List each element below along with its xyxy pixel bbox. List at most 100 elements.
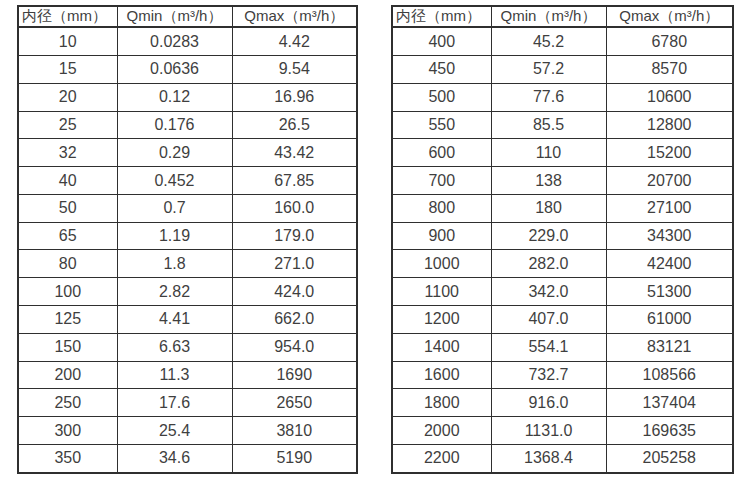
column-header: Qmin（m³/h）	[491, 6, 606, 27]
table-cell: 0.7	[117, 194, 232, 222]
table-cell: 125	[18, 306, 117, 334]
table-cell: 179.0	[232, 222, 357, 250]
table-cell: 16.96	[232, 83, 357, 111]
table-cell: 43.42	[232, 139, 357, 167]
table-row: 55085.512800	[392, 111, 733, 139]
table-cell: 916.0	[491, 389, 606, 417]
table-row: 60011015200	[392, 139, 733, 167]
table-cell: 0.12	[117, 83, 232, 111]
flow-rate-spec-page: 内径（mm）Qmin（m³/h）Qmax（m³/h）100.02834.4215…	[0, 0, 750, 483]
table-cell: 110	[491, 139, 606, 167]
table-row: 801.8271.0	[18, 250, 357, 278]
table-cell: 424.0	[232, 278, 357, 306]
table-cell: 77.6	[491, 83, 606, 111]
table-cell: 229.0	[491, 222, 606, 250]
table-cell: 300	[18, 417, 117, 445]
table-cell: 0.0636	[117, 56, 232, 84]
flow-spec-table-left: 内径（mm）Qmin（m³/h）Qmax（m³/h）100.02834.4215…	[17, 5, 358, 474]
table-cell: 10	[18, 27, 117, 56]
table-row: 400.45267.85	[18, 167, 357, 195]
table-cell: 51300	[606, 278, 733, 306]
table-cell: 450	[392, 56, 491, 84]
table-cell: 27100	[606, 194, 733, 222]
table-row: 50077.610600	[392, 83, 733, 111]
table-cell: 500	[392, 83, 491, 111]
table-cell: 954.0	[232, 333, 357, 361]
table-cell: 3810	[232, 417, 357, 445]
table-row: 1506.63954.0	[18, 333, 357, 361]
table-row: 1100342.051300	[392, 278, 733, 306]
table-cell: 1600	[392, 361, 491, 389]
table-row: 1200407.061000	[392, 306, 733, 334]
table-cell: 350	[18, 444, 117, 473]
table-row: 250.17626.5	[18, 111, 357, 139]
table-cell: 34.6	[117, 444, 232, 473]
table-row: 1002.82424.0	[18, 278, 357, 306]
table-cell: 5190	[232, 444, 357, 473]
column-header: 内径（mm）	[18, 6, 117, 27]
table-cell: 34300	[606, 222, 733, 250]
header-row: 内径（mm）Qmin（m³/h）Qmax（m³/h）	[392, 6, 733, 27]
table-cell: 108566	[606, 361, 733, 389]
table-row: 1600732.7108566	[392, 361, 733, 389]
table-cell: 342.0	[491, 278, 606, 306]
table-cell: 15200	[606, 139, 733, 167]
table-cell: 85.5	[491, 111, 606, 139]
table-cell: 1800	[392, 389, 491, 417]
table-cell: 50	[18, 194, 117, 222]
table-cell: 100	[18, 278, 117, 306]
flow-spec-table-right: 内径（mm）Qmin（m³/h）Qmax（m³/h）40045.26780450…	[391, 5, 734, 474]
table-row: 35034.65190	[18, 444, 357, 473]
table-row: 22001368.4205258	[392, 444, 733, 473]
table-row: 320.2943.42	[18, 139, 357, 167]
table-cell: 271.0	[232, 250, 357, 278]
table-cell: 550	[392, 111, 491, 139]
table-cell: 12800	[606, 111, 733, 139]
table-cell: 732.7	[491, 361, 606, 389]
table-cell: 15	[18, 56, 117, 84]
header-row: 内径（mm）Qmin（m³/h）Qmax（m³/h）	[18, 6, 357, 27]
table-cell: 25.4	[117, 417, 232, 445]
column-header: Qmax（m³/h）	[232, 6, 357, 27]
table-cell: 205258	[606, 444, 733, 473]
table-cell: 4.42	[232, 27, 357, 56]
table-cell: 169635	[606, 417, 733, 445]
table-cell: 662.0	[232, 306, 357, 334]
table-row: 20001131.0169635	[392, 417, 733, 445]
table-cell: 1690	[232, 361, 357, 389]
table-cell: 150	[18, 333, 117, 361]
table-cell: 1368.4	[491, 444, 606, 473]
table-row: 900229.034300	[392, 222, 733, 250]
table-cell: 40	[18, 167, 117, 195]
table-cell: 1400	[392, 333, 491, 361]
table-cell: 80	[18, 250, 117, 278]
table-cell: 407.0	[491, 306, 606, 334]
table-row: 70013820700	[392, 167, 733, 195]
table-cell: 9.54	[232, 56, 357, 84]
table-cell: 2.82	[117, 278, 232, 306]
table-cell: 137404	[606, 389, 733, 417]
table-row: 1400554.183121	[392, 333, 733, 361]
table-cell: 700	[392, 167, 491, 195]
table-cell: 138	[491, 167, 606, 195]
table-cell: 180	[491, 194, 606, 222]
table-cell: 400	[392, 27, 491, 56]
table-cell: 57.2	[491, 56, 606, 84]
table-cell: 6780	[606, 27, 733, 56]
table-cell: 0.452	[117, 167, 232, 195]
table-cell: 83121	[606, 333, 733, 361]
table-cell: 2650	[232, 389, 357, 417]
column-header: Qmin（m³/h）	[117, 6, 232, 27]
table-row: 45057.28570	[392, 56, 733, 84]
table-cell: 61000	[606, 306, 733, 334]
table-cell: 0.29	[117, 139, 232, 167]
table-row: 651.19179.0	[18, 222, 357, 250]
table-cell: 67.85	[232, 167, 357, 195]
table-cell: 554.1	[491, 333, 606, 361]
table-cell: 0.0283	[117, 27, 232, 56]
column-header: Qmax（m³/h）	[606, 6, 733, 27]
table-cell: 20	[18, 83, 117, 111]
table-row: 150.06369.54	[18, 56, 357, 84]
table-cell: 1200	[392, 306, 491, 334]
table-cell: 1131.0	[491, 417, 606, 445]
